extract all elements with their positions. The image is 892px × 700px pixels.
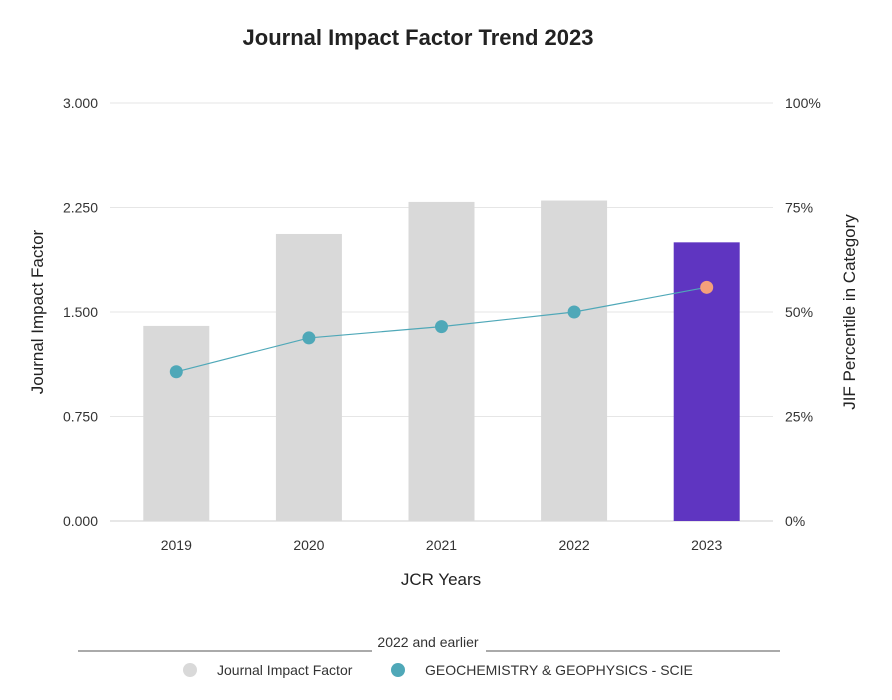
bar-2020[interactable] — [275, 233, 342, 521]
y2-tick-label: 50% — [785, 304, 813, 320]
bar-2021[interactable] — [408, 201, 475, 521]
y-tick-label: 3.000 — [63, 95, 98, 111]
x-tick-label: 2020 — [293, 537, 324, 553]
line-series — [169, 280, 714, 379]
legend-swatch-category — [391, 663, 405, 677]
legend: Journal Impact Factor GEOCHEMISTRY & GEO… — [183, 662, 693, 678]
legend-swatch-jif — [183, 663, 197, 677]
bar-2022[interactable] — [541, 200, 608, 522]
x-tick-label: 2022 — [559, 537, 590, 553]
x-tick-label: 2023 — [691, 537, 722, 553]
y-tick-label: 1.500 — [63, 304, 98, 320]
bar-series — [143, 200, 740, 522]
y2-tick-label: 0% — [785, 513, 805, 529]
x-axis-ticks: 2019 2020 2021 2022 2023 — [161, 537, 723, 553]
y2-axis-label: JIF Percentile in Category — [840, 214, 859, 410]
y-tick-label: 2.250 — [63, 200, 98, 216]
x-axis-label: JCR Years — [401, 570, 481, 589]
percentile-point-2021[interactable] — [435, 320, 448, 334]
y2-tick-label: 75% — [785, 200, 813, 216]
x-tick-label: 2021 — [426, 537, 457, 553]
percentile-point-2020[interactable] — [302, 331, 316, 345]
legend-divider: 2022 and earlier — [78, 634, 780, 652]
y-tick-label: 0.000 — [63, 513, 98, 529]
bar-2019[interactable] — [143, 325, 210, 521]
y-tick-label: 0.750 — [63, 409, 98, 425]
y2-tick-label: 25% — [785, 409, 813, 425]
left-axis-ticks: 0.000 0.750 1.500 2.250 3.000 — [63, 95, 98, 529]
right-axis-ticks: 0% 25% 50% 75% 100% — [785, 95, 821, 529]
percentile-point-2019[interactable] — [169, 365, 183, 379]
percentile-point-2023[interactable] — [700, 280, 714, 294]
chart-title: Journal Impact Factor Trend 2023 — [243, 25, 594, 50]
legend-label-jif: Journal Impact Factor — [217, 662, 353, 678]
y2-tick-label: 100% — [785, 95, 821, 111]
divider-label: 2022 and earlier — [377, 634, 479, 650]
legend-label-category: GEOCHEMISTRY & GEOPHYSICS - SCIE — [425, 662, 693, 678]
y-axis-label: Journal Impact Factor — [28, 229, 47, 394]
percentile-point-2022[interactable] — [567, 305, 581, 319]
x-tick-label: 2019 — [161, 537, 192, 553]
